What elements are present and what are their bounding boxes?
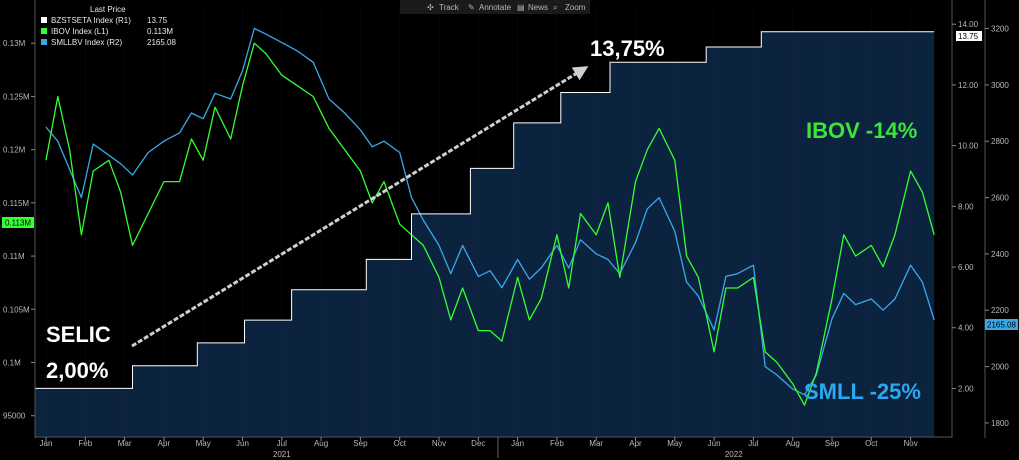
x-tick-label: Nov — [903, 439, 917, 448]
r1-tick-label: 12.00 — [958, 81, 979, 90]
right-axis-r1-ticks: 2.00 4.00 6.00 8.00 10.00 12.00 14.00 — [952, 20, 979, 393]
toolbar-zoom-button[interactable]: ⌕ Zoom — [553, 3, 586, 12]
x-year-label: 2022 — [725, 450, 743, 459]
left-tick-label: 0.115M — [3, 199, 29, 208]
left-tick-label: 0.125M — [3, 92, 30, 101]
toolbar-news-button[interactable]: ▤ News — [517, 3, 548, 12]
left-value-badge-text: 0.113M — [5, 219, 31, 228]
r2-tick-label: 3200 — [991, 25, 1009, 34]
legend-label-smll: SMLLBV Index (R2) — [51, 38, 122, 47]
r2-tick-label: 2600 — [991, 194, 1009, 203]
ibov-line — [45, 42, 935, 406]
x-tick-label: Feb — [78, 439, 92, 448]
r1-tick-label: 8.00 — [958, 202, 974, 211]
x-tick-label: Nov — [432, 439, 446, 448]
legend-label-ibov: IBOV Index (L1) — [51, 27, 109, 36]
r2-value-badge-text: 2165.08 — [987, 321, 1016, 330]
smll-line — [45, 27, 935, 396]
x-tick-label: Feb — [550, 439, 564, 448]
x-tick-label: Sep — [353, 439, 368, 448]
toolbar-annotate-label: Annotate — [479, 3, 512, 12]
legend-header: Last Price — [90, 5, 126, 14]
r2-tick-label: 2800 — [991, 137, 1009, 146]
left-tick-label: 0.12M — [3, 146, 26, 155]
x-tick-label: May — [196, 439, 211, 448]
legend-label-selic: BZSTSETA Index (R1) — [51, 16, 131, 25]
legend-swatch-selic — [41, 17, 47, 23]
x-year-label: 2021 — [273, 450, 291, 459]
r2-value-badge: 2165.08 — [985, 319, 1018, 330]
right-axis-r2-ticks: 1800 2000 2200 2400 2600 2800 3000 3200 — [985, 25, 1009, 428]
x-tick-label: Sep — [825, 439, 840, 448]
x-tick-label: Apr — [629, 439, 642, 448]
left-tick-label: 0.13M — [3, 39, 26, 48]
x-axis-ticks: Jan Feb Mar Apr May Jun Jul Aug Sep Oct Nov Dec Jan F… — [40, 437, 918, 459]
series-layer — [35, 27, 935, 406]
r2-tick-label: 3000 — [991, 81, 1009, 90]
annotation-selic-label: SELIC — [46, 322, 111, 347]
x-tick-label: Oct — [393, 439, 406, 448]
r2-tick-label: 2400 — [991, 250, 1009, 259]
legend-value-smll: 2165.08 — [147, 38, 176, 47]
selic-area-layer — [35, 31, 935, 438]
r1-tick-label: 14.00 — [958, 20, 979, 29]
x-tick-label: Jul — [748, 439, 758, 448]
x-tick-label: May — [667, 439, 682, 448]
x-tick-label: Mar — [589, 439, 603, 448]
selic-area — [35, 31, 935, 438]
left-axis-ticks: 95000 0.1M 0.105M 0.11M 0.115M 0.12M 0.125M 0.1… — [3, 39, 35, 421]
r2-tick-label: 2000 — [991, 363, 1009, 372]
r1-value-badge-text: 13.75 — [958, 32, 979, 41]
pencil-icon: ✎ — [468, 3, 475, 12]
chart-toolbar: ✣ Track ✎ Annotate ▤ News ⌕ Zoom — [400, 0, 590, 14]
annotation-selic-start: 2,00% — [46, 358, 108, 383]
x-tick-label: Oct — [865, 439, 878, 448]
left-tick-label: 95000 — [3, 412, 26, 421]
x-tick-label: Aug — [314, 439, 328, 448]
left-tick-label: 0.105M — [3, 305, 30, 314]
left-tick-label: 0.11M — [3, 252, 25, 261]
r1-tick-label: 4.00 — [958, 324, 974, 333]
x-tick-label: Jan — [40, 439, 53, 448]
r1-tick-label: 2.00 — [958, 384, 974, 393]
x-tick-label: Apr — [158, 439, 171, 448]
x-tick-label: Jun — [708, 439, 721, 448]
legend-value-selic: 13.75 — [147, 16, 168, 25]
left-value-badge: 0.113M — [2, 217, 34, 228]
annotation-ibov: IBOV -14% — [806, 118, 917, 143]
x-tick-label: Jun — [236, 439, 249, 448]
selic-line — [35, 31, 935, 389]
toolbar-track-label: Track — [439, 3, 460, 12]
legend-swatch-smll — [41, 39, 47, 45]
x-tick-label: Aug — [786, 439, 800, 448]
x-tick-label: Mar — [118, 439, 132, 448]
toolbar-zoom-label: Zoom — [565, 3, 586, 12]
chart-legend: Last Price BZSTSETA Index (R1) 13.75 IBO… — [36, 4, 186, 48]
annotation-selic-end: 13,75% — [590, 36, 665, 61]
toolbar-news-label: News — [528, 3, 548, 12]
news-icon: ▤ — [517, 3, 525, 12]
left-tick-label: 0.1M — [3, 359, 21, 368]
r2-tick-label: 1800 — [991, 419, 1009, 428]
selic-rise-arrow — [131, 66, 589, 348]
r1-value-badge: 13.75 — [956, 31, 982, 41]
annotation-smll: SMLL -25% — [804, 379, 921, 404]
crosshair-icon: ✣ — [427, 3, 434, 12]
x-tick-label: Jul — [277, 439, 287, 448]
magnifier-icon: ⌕ — [553, 3, 557, 12]
x-tick-label: Jan — [511, 439, 524, 448]
toolbar-track-button[interactable]: ✣ Track — [427, 3, 460, 12]
r2-tick-label: 2200 — [991, 306, 1009, 315]
x-tick-label: Dec — [471, 439, 485, 448]
legend-swatch-ibov — [41, 28, 47, 34]
toolbar-annotate-button[interactable]: ✎ Annotate — [468, 3, 512, 12]
r1-tick-label: 6.00 — [958, 263, 974, 272]
r1-tick-label: 10.00 — [958, 142, 979, 151]
legend-value-ibov: 0.113M — [147, 27, 173, 36]
